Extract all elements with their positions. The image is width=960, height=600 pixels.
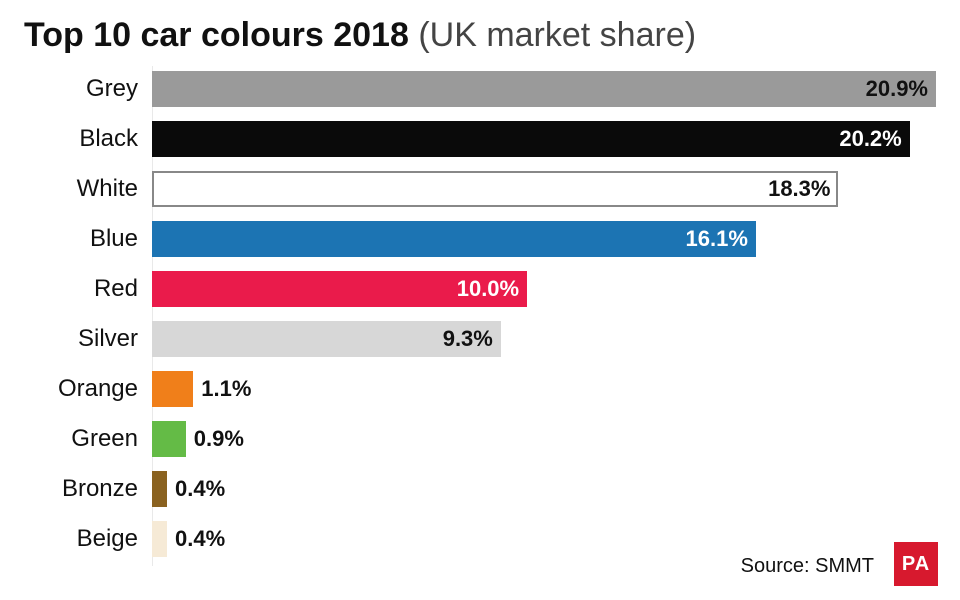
bar-track: 16.1% [152, 221, 936, 257]
category-label: Bronze [0, 475, 152, 503]
bar-value-label: 18.3% [768, 171, 830, 207]
bar-track: 0.4% [152, 471, 936, 507]
category-label: Grey [0, 75, 152, 103]
bar [152, 221, 756, 257]
bar-track: 20.2% [152, 121, 936, 157]
bar [152, 171, 838, 207]
bar [152, 121, 910, 157]
bar-value-label: 20.2% [839, 121, 901, 157]
category-label: Green [0, 425, 152, 453]
bar-value-label: 0.4% [175, 471, 225, 507]
bar-row: Grey 20.9% [0, 66, 936, 112]
chart-title: Top 10 car colours 2018 (UK market share… [0, 0, 960, 65]
source-attribution: Source: SMMT [741, 555, 874, 578]
bar-value-label: 10.0% [457, 271, 519, 307]
category-label: Red [0, 275, 152, 303]
bar-row: Black 20.2% [0, 116, 936, 162]
bar [152, 421, 186, 457]
bar-value-label: 20.9% [866, 71, 928, 107]
bar-value-label: 0.9% [194, 421, 244, 457]
category-label: Beige [0, 525, 152, 553]
bar-value-label: 0.4% [175, 521, 225, 557]
bar-value-label: 16.1% [686, 221, 748, 257]
bar-track: 1.1% [152, 371, 936, 407]
pa-logo-text: PA [902, 553, 930, 576]
bar-value-label: 1.1% [201, 371, 251, 407]
bar [152, 371, 193, 407]
chart-container: Top 10 car colours 2018 (UK market share… [0, 0, 960, 600]
bar-track: 0.9% [152, 421, 936, 457]
bar-row: White 18.3% [0, 166, 936, 212]
bar-track: 9.3% [152, 321, 936, 357]
category-label: White [0, 175, 152, 203]
bar-track: 0.4% [152, 521, 936, 557]
bar-track: 20.9% [152, 71, 936, 107]
category-label: Silver [0, 325, 152, 353]
bar [152, 521, 167, 557]
bar [152, 71, 936, 107]
bar [152, 471, 167, 507]
bar-row: Red 10.0% [0, 266, 936, 312]
bar-row: Blue 16.1% [0, 216, 936, 262]
bar-row: Orange 1.1% [0, 366, 936, 412]
title-subtitle: (UK market share) [409, 16, 696, 54]
category-label: Orange [0, 375, 152, 403]
bar-row: Silver 9.3% [0, 316, 936, 362]
bar-track: 18.3% [152, 171, 936, 207]
category-label: Blue [0, 225, 152, 253]
bar-row: Bronze 0.4% [0, 466, 936, 512]
bar-row: Green 0.9% [0, 416, 936, 462]
bar-chart: Grey 20.9% Black 20.2% White 18.3% Blue 16.1% Re… [0, 66, 960, 566]
bar-track: 10.0% [152, 271, 936, 307]
pa-logo-badge: PA [894, 542, 938, 586]
bar-value-label: 9.3% [443, 321, 493, 357]
category-label: Black [0, 125, 152, 153]
title-bold: Top 10 car colours 2018 [24, 16, 409, 54]
